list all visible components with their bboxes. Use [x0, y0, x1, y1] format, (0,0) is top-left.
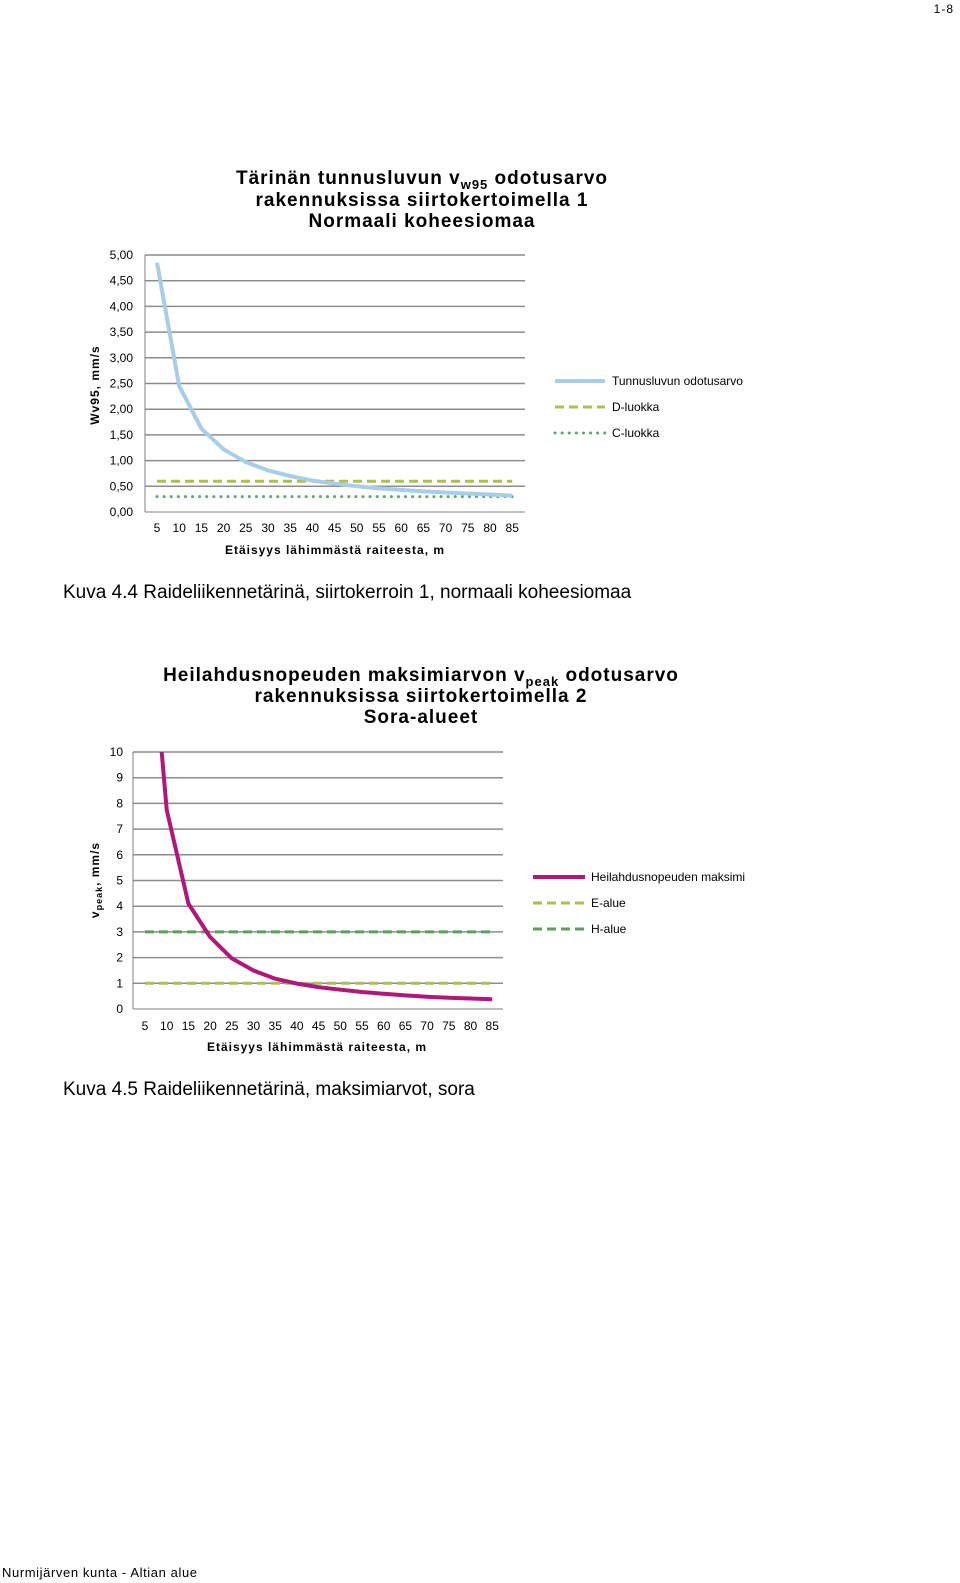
y-tick-label: 4: [116, 899, 123, 913]
x-tick-label: 40: [290, 1019, 304, 1033]
x-tick-label: 45: [328, 521, 342, 535]
x-tick-label: 15: [195, 521, 209, 535]
y-tick-label: 4,50: [110, 274, 134, 288]
y-tick-label: 8: [116, 796, 123, 810]
legend-label: D-luokka: [612, 400, 660, 414]
x-tick-labels: 5 10 15 20 25 30 35 40 45 50 55 60 65 70 75 80 85: [154, 521, 520, 535]
series-lines: [155, 262, 514, 499]
y-axis-label-sub: peak: [94, 886, 104, 911]
x-tick-label: 30: [261, 521, 275, 535]
y-tick-label: 1: [116, 976, 123, 990]
legend: Heilahdusnopeuden maksimi E-alue H-alue: [533, 870, 745, 936]
chart-title-line1-post: odotusarvo: [559, 665, 679, 686]
x-tick-label: 75: [442, 1019, 456, 1033]
x-tick-label: 15: [182, 1019, 196, 1033]
x-tick-label: 75: [461, 521, 475, 535]
y-tick-label: 10: [110, 745, 124, 759]
x-tick-label: 80: [464, 1019, 478, 1033]
x-tick-label: 50: [350, 521, 364, 535]
x-tick-label: 60: [395, 521, 409, 535]
series-line-0: [159, 752, 493, 1002]
figure-caption-4-4: Kuva 4.4 Raideliikennetärinä, siirtokerr…: [63, 582, 632, 603]
x-tick-label: 5: [154, 521, 161, 535]
y-tick-label: 9: [116, 771, 123, 785]
y-tick-labels: 0,00 0,50 1,00 1,50 2,00 2,50 3,00 3,50 4,00 4,50…: [110, 248, 134, 519]
page-number: 1-8: [933, 2, 954, 16]
y-tick-label: 3,00: [110, 351, 134, 365]
gridlines: [145, 254, 525, 488]
y-tick-labels: 0 1 2 3 4 5 6 7 8 9 10: [110, 745, 124, 1016]
chart-title-line2: rakennuksissa siirtokertoimella 2: [255, 686, 588, 707]
y-tick-label: 2,50: [110, 377, 134, 391]
x-tick-label: 35: [284, 521, 298, 535]
chart-title-line1-sub: peak: [526, 674, 560, 689]
x-tick-label: 40: [306, 521, 320, 535]
y-tick-label: 4,00: [110, 299, 134, 313]
series-line-0: [155, 262, 513, 498]
legend-label: Tunnusluvun odotusarvo: [612, 374, 743, 388]
series-lines: [145, 752, 493, 1002]
y-tick-label: 1,50: [110, 428, 134, 442]
y-tick-label: 0: [116, 1002, 123, 1016]
x-tick-label: 65: [399, 1019, 413, 1033]
x-tick-label: 85: [506, 521, 520, 535]
x-tick-labels: 5 10 15 20 25 30 35 40 45 50 55 60 65 70 75 80 85: [142, 1019, 500, 1033]
y-tick-label: 5: [116, 874, 123, 888]
x-tick-label: 85: [486, 1019, 500, 1033]
y-axis-label: vpeak, mm/s: [88, 842, 104, 918]
x-tick-label: 55: [355, 1019, 369, 1033]
chart-title-line1-post: odotusarvo: [488, 168, 608, 189]
x-tick-label: 70: [420, 1019, 434, 1033]
y-axis-label: Wv95, mm/s: [88, 345, 102, 424]
x-tick-label: 70: [439, 521, 453, 535]
footer-text: Nurmijärven kunta - Altian alue: [2, 1565, 198, 1580]
y-tick-label: 1,00: [110, 454, 134, 468]
chart-title-line2: rakennuksissa siirtokertoimella 1: [256, 190, 589, 211]
x-tick-label: 60: [377, 1019, 391, 1033]
x-tick-label: 35: [269, 1019, 283, 1033]
chart-title-line1-main: Tärinän tunnusluvun v: [236, 168, 461, 189]
y-axis-label-main: v: [88, 910, 102, 918]
chart-title-line3: Sora-alueet: [364, 707, 478, 728]
y-tick-label: 3,50: [110, 325, 134, 339]
x-tick-label: 20: [203, 1019, 217, 1033]
gridlines: [133, 751, 503, 985]
y-tick-label: 0,50: [110, 479, 134, 493]
y-tick-label: 3: [116, 925, 123, 939]
legend-label: Heilahdusnopeuden maksimi: [591, 870, 745, 884]
y-tick-label: 7: [116, 822, 123, 836]
x-tick-label: 45: [312, 1019, 326, 1033]
y-tick-label: 2,00: [110, 402, 134, 416]
x-tick-label: 65: [417, 521, 431, 535]
chart-title-line3: Normaali koheesiomaa: [309, 211, 536, 232]
y-tick-label: 6: [116, 848, 123, 862]
x-tick-label: 30: [247, 1019, 261, 1033]
chart-title-line1: Tärinän tunnusluvun vw95 odotusarvo: [236, 168, 608, 192]
y-tick-label: 0,00: [110, 505, 134, 519]
x-tick-label: 50: [334, 1019, 348, 1033]
legend: Tunnusluvun odotusarvo D-luokka C-luokka: [553, 374, 743, 440]
x-tick-label: 25: [225, 1019, 239, 1033]
legend-label: H-alue: [591, 922, 627, 936]
y-axis-label-post: , mm/s: [88, 842, 102, 886]
chart-title-line1-sub: w95: [460, 177, 489, 192]
chart-wv95: Tärinän tunnusluvun vw95 odotusarvo rake…: [88, 168, 743, 557]
chart-title-line1: Heilahdusnopeuden maksimiarvon vpeak odo…: [163, 665, 679, 689]
x-tick-label: 80: [483, 521, 497, 535]
x-tick-label: 25: [239, 521, 253, 535]
x-axis-label: Etäisyys lähimmästä raiteesta, m: [207, 1040, 427, 1054]
x-tick-label: 5: [142, 1019, 149, 1033]
figure-caption-4-5: Kuva 4.5 Raideliikennetärinä, maksimiarv…: [63, 1079, 475, 1100]
x-axis-label: Etäisyys lähimmästä raiteesta, m: [225, 543, 445, 557]
x-tick-label: 55: [372, 521, 386, 535]
y-tick-label: 2: [116, 951, 123, 965]
x-tick-label: 10: [160, 1019, 174, 1033]
x-tick-label: 20: [217, 521, 231, 535]
x-tick-label: 10: [173, 521, 187, 535]
chart-vpeak: Heilahdusnopeuden maksimiarvon vpeak odo…: [88, 665, 745, 1054]
chart-title-line1-main: Heilahdusnopeuden maksimiarvon v: [163, 665, 525, 686]
legend-label: C-luokka: [612, 426, 660, 440]
legend-label: E-alue: [591, 896, 626, 910]
y-tick-label: 5,00: [110, 248, 134, 262]
